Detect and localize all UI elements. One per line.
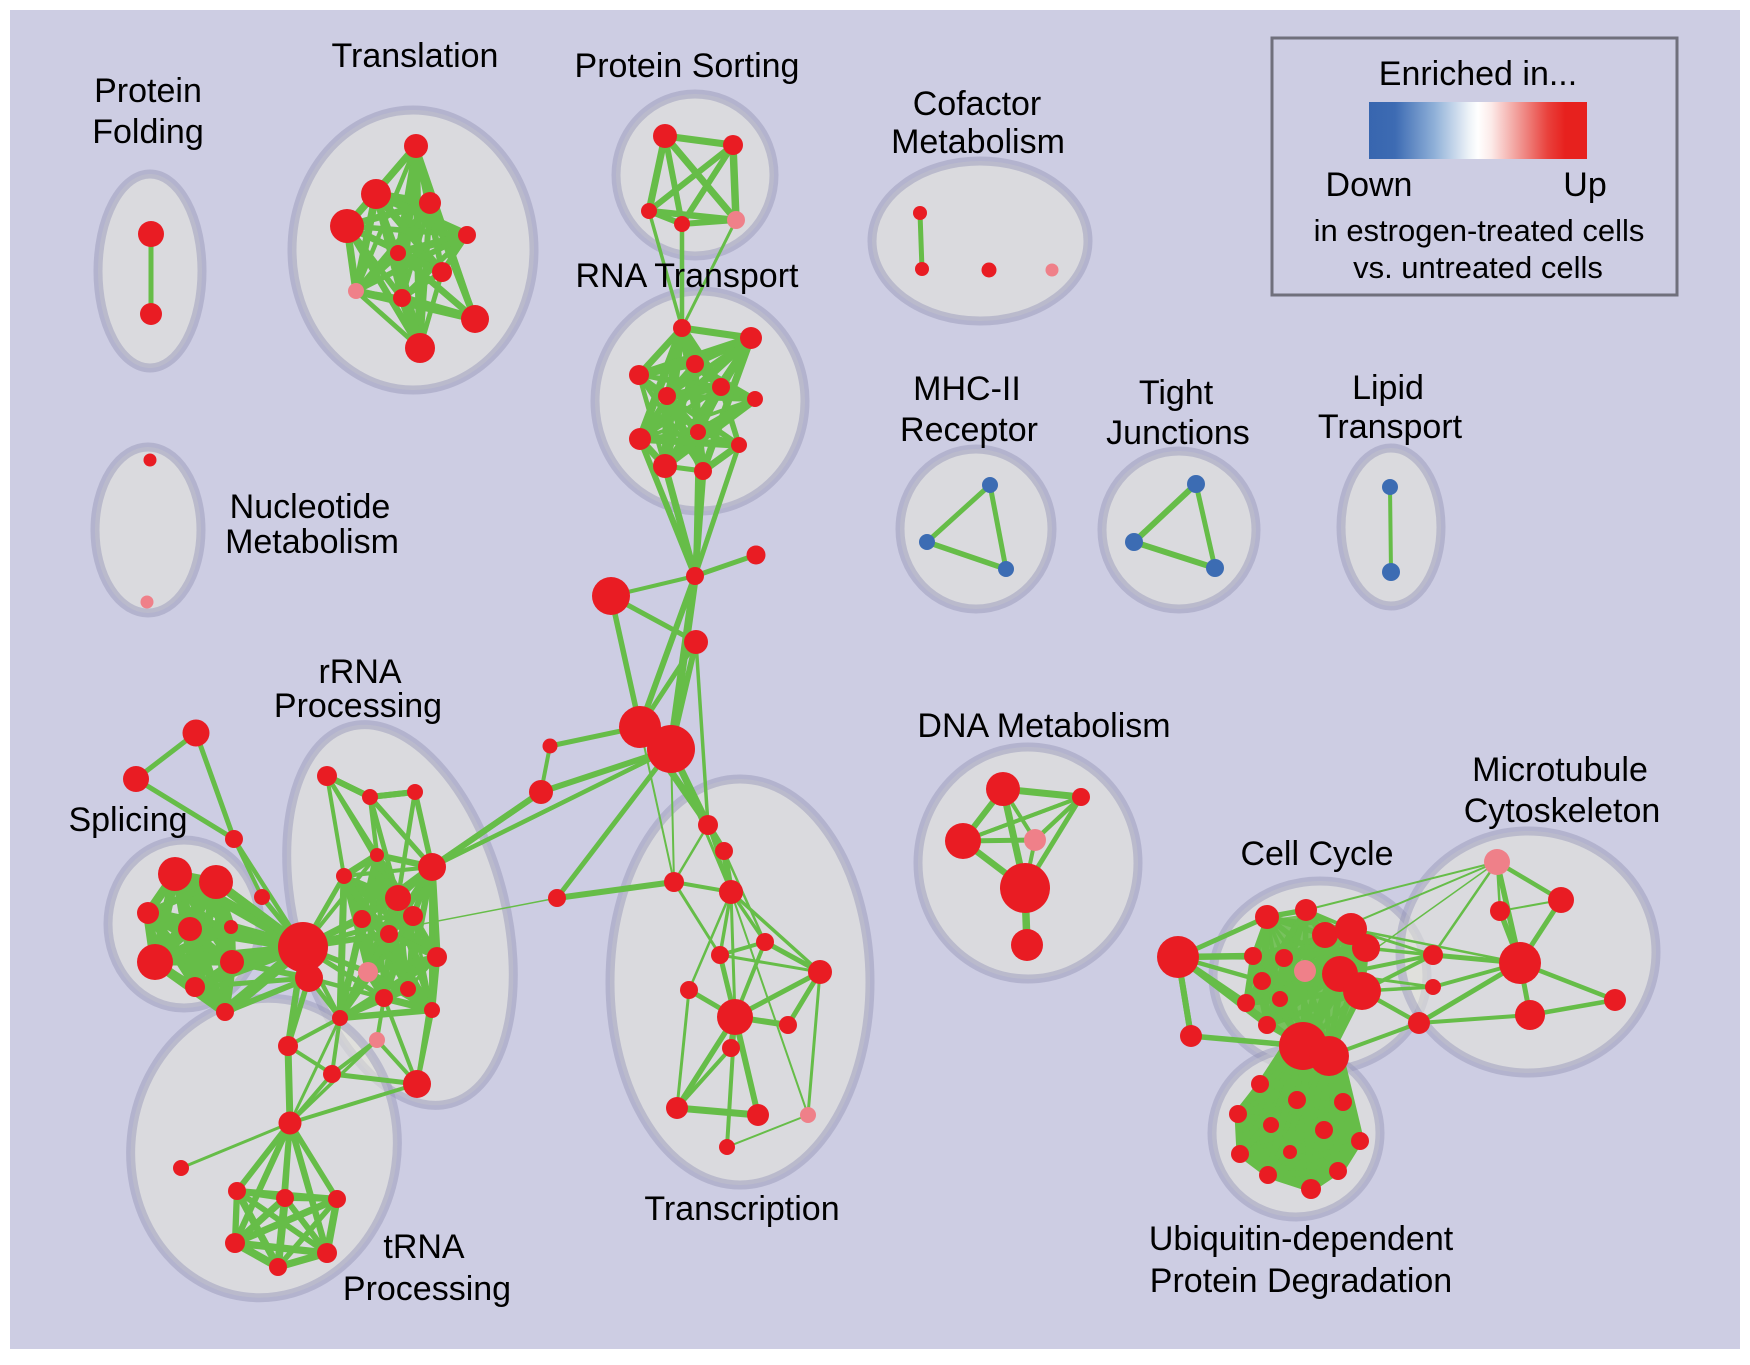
svg-text:Metabolism: Metabolism (891, 123, 1065, 161)
svg-text:Protein Degradation: Protein Degradation (1150, 1262, 1452, 1300)
svg-text:Receptor: Receptor (900, 411, 1038, 449)
svg-text:Protein Sorting: Protein Sorting (575, 47, 800, 85)
svg-text:Cofactor: Cofactor (913, 85, 1042, 123)
svg-text:Protein: Protein (94, 72, 202, 110)
svg-text:Lipid: Lipid (1352, 369, 1424, 407)
svg-text:tRNA: tRNA (383, 1228, 465, 1266)
svg-text:Cytoskeleton: Cytoskeleton (1464, 792, 1661, 830)
svg-text:DNA Metabolism: DNA Metabolism (917, 707, 1170, 745)
svg-text:Enriched in...: Enriched in... (1379, 55, 1577, 93)
svg-text:vs. untreated cells: vs. untreated cells (1353, 250, 1603, 285)
svg-text:RNA Transport: RNA Transport (576, 257, 800, 295)
svg-text:Tight: Tight (1139, 374, 1214, 412)
svg-text:rRNA: rRNA (318, 653, 401, 691)
svg-text:Junctions: Junctions (1106, 414, 1250, 452)
svg-text:Metabolism: Metabolism (225, 523, 399, 561)
svg-text:Nucleotide: Nucleotide (230, 488, 391, 526)
svg-text:Splicing: Splicing (68, 801, 187, 839)
svg-text:Processing: Processing (274, 687, 442, 725)
svg-text:Cell Cycle: Cell Cycle (1240, 835, 1393, 873)
svg-text:Processing: Processing (343, 1270, 511, 1308)
svg-text:Microtubule: Microtubule (1472, 751, 1648, 789)
svg-text:Up: Up (1563, 166, 1606, 204)
svg-text:Translation: Translation (332, 37, 499, 75)
svg-text:MHC-II: MHC-II (913, 370, 1021, 408)
svg-text:in estrogen-treated cells: in estrogen-treated cells (1314, 213, 1645, 248)
svg-text:Transport: Transport (1318, 408, 1463, 446)
svg-text:Down: Down (1326, 166, 1413, 204)
svg-text:Ubiquitin-dependent: Ubiquitin-dependent (1149, 1220, 1454, 1258)
svg-text:Folding: Folding (92, 113, 204, 151)
svg-text:Transcription: Transcription (644, 1190, 839, 1228)
